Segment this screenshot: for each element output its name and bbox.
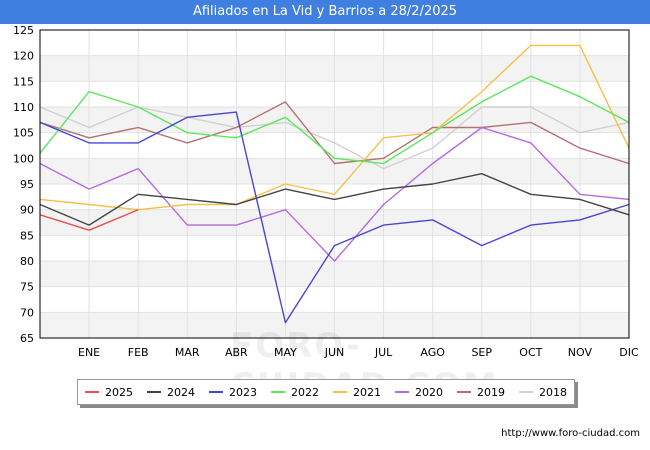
legend-item-2023: 2023 xyxy=(209,386,257,399)
x-tick-label: ABR xyxy=(225,346,248,359)
series-line-2019 xyxy=(39,101,630,165)
legend-swatch xyxy=(85,391,99,393)
x-tick-label: JUL xyxy=(374,346,393,359)
y-tick-label: 65 xyxy=(20,332,34,345)
legend-item-2025: 2025 xyxy=(85,386,133,399)
legend-item-2022: 2022 xyxy=(271,386,319,399)
series-line-2024 xyxy=(39,172,630,226)
legend-swatch xyxy=(271,391,285,393)
y-tick-label: 100 xyxy=(13,152,34,165)
y-axis-ticks: 65 70 75 80 85 90 95 100 105 110 115 120 125 xyxy=(13,24,34,345)
legend-label: 2018 xyxy=(539,385,567,399)
source-link[interactable]: http://www.foro-ciudad.com xyxy=(501,428,640,439)
chart-title: Afiliados en La Vid y Barrios a 28/2/202… xyxy=(0,0,650,24)
y-tick-label: 115 xyxy=(13,75,34,88)
x-tick-label: DIC xyxy=(619,346,639,359)
legend-label: 2024 xyxy=(167,385,195,399)
legend-item-2021: 2021 xyxy=(333,386,381,399)
legend-swatch xyxy=(395,391,409,393)
y-tick-label: 75 xyxy=(20,281,34,294)
x-tick-label: MAR xyxy=(175,346,200,359)
x-tick-label: SEP xyxy=(471,346,492,359)
legend-item-2024: 2024 xyxy=(147,386,195,399)
x-tick-label: OCT xyxy=(519,346,542,359)
y-tick-label: 105 xyxy=(13,127,34,140)
legend-swatch xyxy=(333,391,347,393)
x-axis-ticks: ENE FEB MAR ABR MAY JUN JUL AGO SEP OCT NOV DIC xyxy=(78,346,639,359)
series-line-2025 xyxy=(39,209,139,231)
legend-label: 2020 xyxy=(415,385,443,399)
series-line-2020 xyxy=(39,126,630,262)
legend-swatch xyxy=(519,391,533,393)
x-tick-label: FEB xyxy=(128,346,149,359)
series-line-2022 xyxy=(39,75,630,165)
x-tick-label: AGO xyxy=(420,346,445,359)
x-tick-label: JUN xyxy=(324,346,345,359)
series-lines xyxy=(39,44,630,324)
legend-item-2018: 2018 xyxy=(519,386,567,399)
x-tick-label: ENE xyxy=(78,346,100,359)
y-tick-label: 70 xyxy=(20,306,34,319)
legend-label: 2021 xyxy=(353,385,381,399)
series-line-2023 xyxy=(39,111,630,324)
legend: 2025 2024 2023 2022 2021 2020 2019 2018 xyxy=(77,379,575,405)
legend-swatch xyxy=(147,391,161,393)
legend-label: 2023 xyxy=(229,385,257,399)
plot-frame xyxy=(39,29,630,339)
legend-label: 2025 xyxy=(105,385,133,399)
legend-swatch xyxy=(209,391,223,393)
legend-item-2020: 2020 xyxy=(395,386,443,399)
y-tick-label: 110 xyxy=(13,101,34,114)
legend-label: 2019 xyxy=(477,385,505,399)
watermark-text: FORO-CIUDAD.COM xyxy=(230,326,497,406)
x-tick-label: MAY xyxy=(274,346,297,359)
y-tick-label: 120 xyxy=(13,50,34,63)
y-tick-label: 85 xyxy=(20,229,34,242)
legend-item-2019: 2019 xyxy=(457,386,505,399)
y-tick-label: 90 xyxy=(20,204,34,217)
y-tick-label: 125 xyxy=(13,24,34,37)
legend-label: 2022 xyxy=(291,385,319,399)
y-tick-label: 80 xyxy=(20,255,34,268)
legend-swatch xyxy=(457,391,471,393)
x-tick-label: NOV xyxy=(568,346,593,359)
y-tick-label: 95 xyxy=(20,178,34,191)
